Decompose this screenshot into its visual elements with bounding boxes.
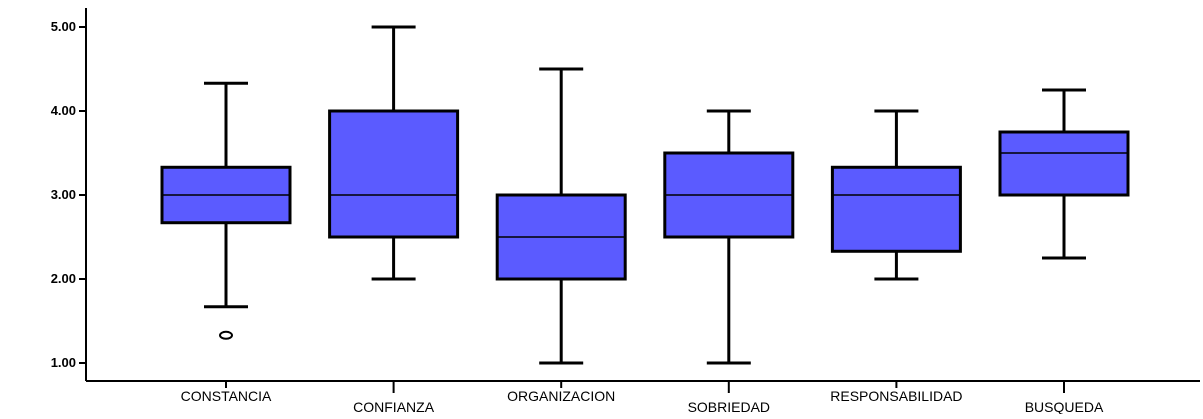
outlier-marker: [219, 330, 233, 340]
box-iqr: [998, 130, 1130, 197]
box-iqr: [830, 165, 962, 253]
box-iqr: [328, 109, 460, 239]
y-tick-label: 2.00: [51, 271, 76, 286]
y-tick-label: 1.00: [51, 355, 76, 370]
x-tick-label: SOBRIEDAD: [688, 399, 770, 414]
x-tick-label: ORGANIZACION: [507, 388, 615, 404]
x-tick-label: BUSQUEDA: [1025, 399, 1104, 414]
x-tick-label: CONFIANZA: [353, 399, 435, 414]
x-tick-label: CONSTANCIA: [181, 388, 272, 404]
y-tick-label: 4.00: [51, 103, 76, 118]
y-tick-label: 3.00: [51, 187, 76, 202]
y-tick-label: 5.00: [51, 19, 76, 34]
x-tick-label: RESPONSABILIDAD: [830, 388, 962, 404]
